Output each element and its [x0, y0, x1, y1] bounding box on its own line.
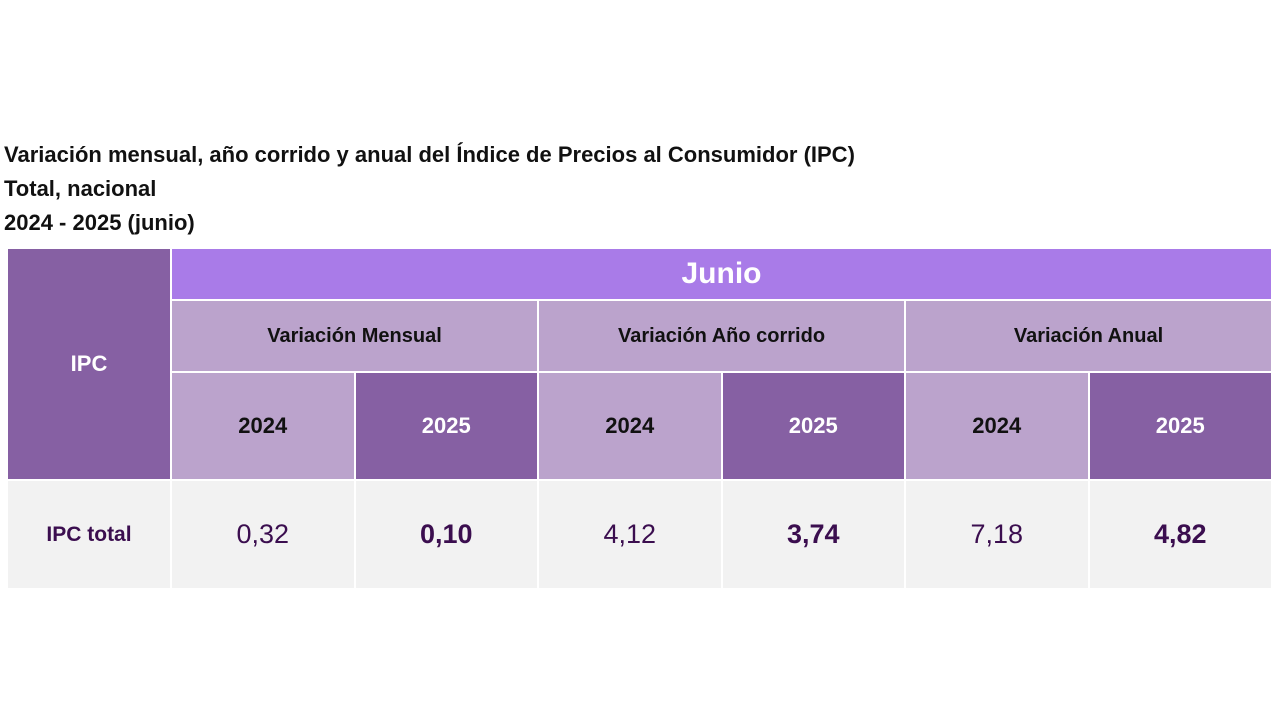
row-label-ipc-total: IPC total — [8, 481, 170, 588]
ipc-header-cell: IPC — [8, 249, 170, 479]
value-cell: 4,82 — [1089, 481, 1271, 588]
month-header: Junio — [172, 249, 1271, 299]
title-scope: Total, nacional — [4, 176, 157, 201]
group-header-mensual: Variación Mensual — [172, 301, 537, 371]
value-cell: 3,74 — [722, 481, 904, 588]
year-header: 2024 — [906, 373, 1088, 479]
year-header: 2025 — [722, 373, 904, 479]
value-cell: 7,18 — [906, 481, 1088, 588]
title-main: Variación mensual, año corrido y anual d… — [4, 142, 855, 167]
ipc-table: IPC Junio Variación Mensual Variación Añ… — [8, 249, 1271, 588]
year-header: 2024 — [172, 373, 354, 479]
title-period: 2024 - 2025 (junio) — [4, 210, 195, 235]
value-cell: 0,32 — [172, 481, 354, 588]
year-header: 2025 — [355, 373, 537, 479]
year-header: 2025 — [1089, 373, 1271, 479]
value-cell: 0,10 — [355, 481, 537, 588]
group-header-anual: Variación Anual — [906, 301, 1271, 371]
group-header-ano-corrido: Variación Año corrido — [539, 301, 904, 371]
value-cell: 4,12 — [539, 481, 721, 588]
title-block: Variación mensual, año corrido y anual d… — [4, 138, 855, 240]
year-header: 2024 — [539, 373, 721, 479]
